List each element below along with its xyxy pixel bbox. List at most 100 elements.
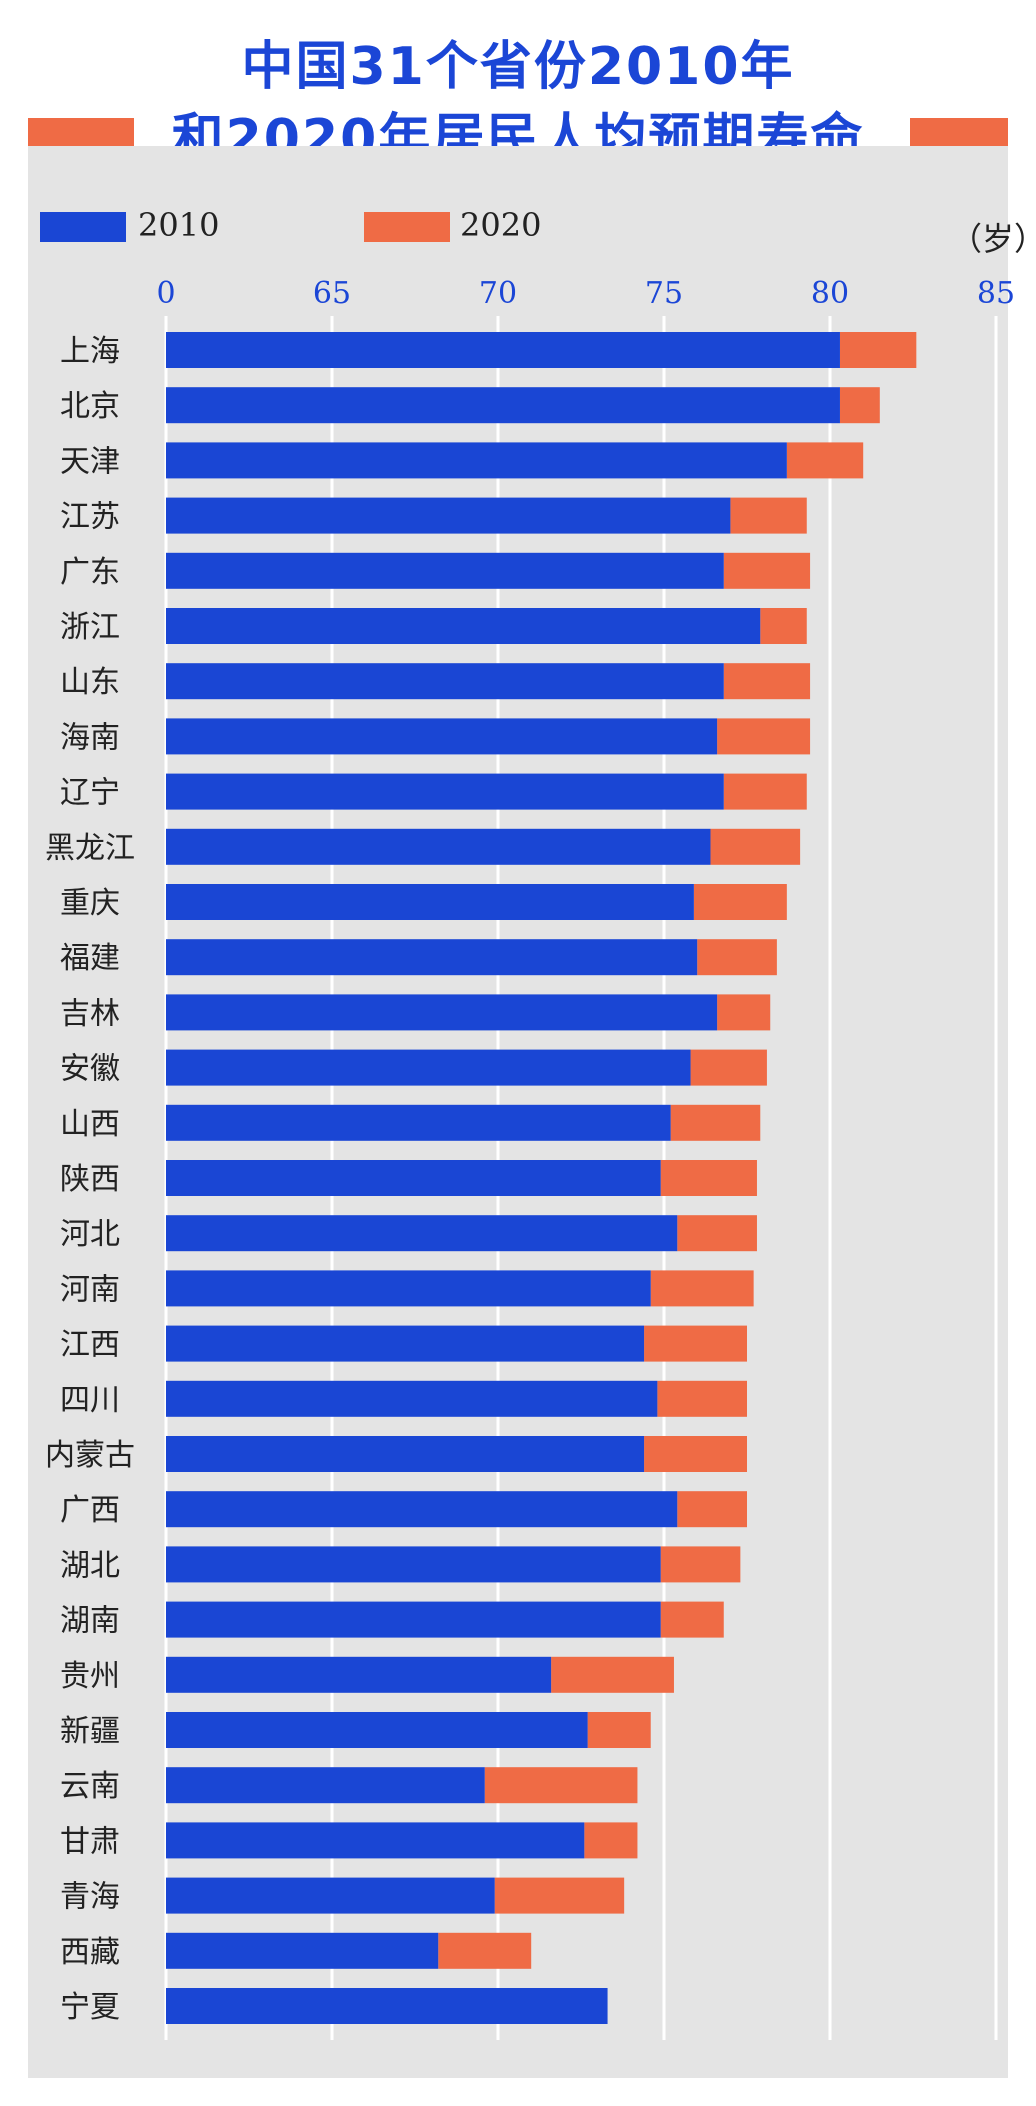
bar-2010-吉林: [166, 994, 718, 1031]
category-label-甘肃: 甘肃: [60, 1824, 120, 1859]
category-label-四川: 四川: [60, 1383, 120, 1418]
bar-2010-辽宁: [166, 773, 724, 810]
bar-2010-新疆: [166, 1712, 588, 1748]
category-label-内蒙古: 内蒙古: [45, 1438, 135, 1473]
bar-2020-安徽: [690, 1049, 767, 1086]
legend-swatch-2010: [40, 212, 126, 242]
bar-2010-陕西: [166, 1160, 661, 1196]
category-label-青海: 青海: [60, 1880, 120, 1915]
category-label-宁夏: 宁夏: [60, 1990, 120, 2025]
category-label-新疆: 新疆: [60, 1714, 120, 1749]
bar-2020-山西: [670, 1104, 761, 1141]
bar-2010-浙江: [166, 608, 761, 644]
bar-2020-广东: [723, 552, 811, 589]
bar-2020-河北: [677, 1215, 757, 1252]
bar-2010-湖南: [166, 1601, 661, 1638]
bar-2010-宁夏: [166, 1988, 608, 2024]
bar-2020-江西: [644, 1325, 747, 1362]
bar-2010-山西: [166, 1104, 671, 1141]
x-tick-label-0: 0: [156, 276, 175, 311]
category-label-北京: 北京: [60, 389, 120, 424]
category-label-重庆: 重庆: [60, 886, 120, 921]
bar-2020-新疆: [587, 1712, 651, 1748]
category-label-广西: 广西: [60, 1493, 120, 1528]
bar-2020-甘肃: [584, 1822, 638, 1859]
category-label-福建: 福建: [60, 941, 120, 976]
bar-2020-云南: [484, 1767, 638, 1804]
bar-2010-北京: [166, 387, 840, 424]
bar-2010-上海: [166, 332, 840, 368]
bar-2010-安徽: [166, 1049, 691, 1086]
bar-2010-青海: [166, 1877, 495, 1914]
x-tick-label-80: 80: [811, 276, 849, 311]
category-label-河北: 河北: [60, 1217, 120, 1252]
bar-2010-西藏: [166, 1932, 439, 1969]
bar-2010-江苏: [166, 497, 731, 534]
category-label-天津: 天津: [60, 444, 120, 479]
category-label-湖北: 湖北: [60, 1548, 120, 1583]
bar-2010-广东: [166, 552, 724, 589]
bar-2020-吉林: [717, 994, 771, 1031]
bar-2010-河南: [166, 1270, 651, 1307]
title-line-1: 中国31个省份2010年: [241, 37, 795, 97]
bar-2010-广西: [166, 1491, 678, 1528]
bar-2020-陕西: [660, 1160, 757, 1196]
bar-2010-重庆: [166, 884, 694, 920]
legend-swatch-2020: [364, 212, 450, 242]
bar-2010-山东: [166, 663, 724, 700]
category-label-云南: 云南: [60, 1769, 120, 1804]
bar-2010-内蒙古: [166, 1436, 645, 1472]
bar-2020-福建: [697, 939, 777, 976]
bar-2020-青海: [494, 1877, 625, 1914]
bar-2010-天津: [166, 442, 787, 479]
bar-2010-黑龙江: [166, 828, 711, 865]
bar-2020-河南: [650, 1270, 754, 1307]
bar-2010-江西: [166, 1325, 645, 1362]
bar-2020-湖北: [660, 1546, 741, 1583]
x-tick-label-85: 85: [977, 276, 1015, 311]
bar-2010-福建: [166, 939, 698, 976]
category-label-上海: 上海: [60, 334, 120, 369]
bar-2020-湖南: [660, 1601, 724, 1638]
category-label-西藏: 西藏: [60, 1935, 120, 1970]
category-label-山西: 山西: [60, 1107, 120, 1142]
category-label-辽宁: 辽宁: [60, 776, 120, 811]
bar-2020-江苏: [730, 497, 807, 534]
bar-2020-辽宁: [723, 773, 807, 810]
category-label-江苏: 江苏: [60, 500, 120, 535]
bar-2020-四川: [657, 1380, 747, 1417]
category-label-浙江: 浙江: [60, 610, 120, 645]
title-accent-left: [28, 118, 134, 146]
bar-2020-天津: [786, 442, 864, 479]
category-label-贵州: 贵州: [60, 1659, 120, 1694]
bar-2010-甘肃: [166, 1822, 585, 1859]
bar-2020-上海: [839, 332, 917, 368]
category-label-江西: 江西: [60, 1328, 120, 1363]
category-label-黑龙江: 黑龙江: [45, 831, 135, 866]
bar-2010-四川: [166, 1380, 658, 1417]
bar-2010-湖北: [166, 1546, 661, 1583]
x-tick-label-70: 70: [479, 276, 517, 311]
title-accent-right: [910, 118, 1008, 146]
bar-2020-贵州: [551, 1656, 674, 1693]
bar-2010-贵州: [166, 1656, 552, 1693]
category-label-海南: 海南: [60, 720, 120, 755]
bar-2020-海南: [717, 718, 811, 755]
category-label-陕西: 陕西: [60, 1162, 120, 1197]
legend-label-2010: 2010: [138, 206, 220, 244]
unit-label: （岁）: [950, 220, 1036, 258]
category-label-山东: 山东: [60, 665, 120, 700]
x-tick-label-65: 65: [313, 276, 351, 311]
category-label-吉林: 吉林: [60, 996, 120, 1031]
bar-2020-北京: [839, 387, 880, 424]
bar-2020-内蒙古: [644, 1436, 747, 1472]
bar-2020-山东: [723, 663, 811, 700]
x-tick-label-75: 75: [645, 276, 683, 311]
bar-2010-河北: [166, 1215, 678, 1252]
bar-2020-西藏: [438, 1932, 532, 1969]
bar-2020-浙江: [760, 608, 807, 644]
bar-2020-黑龙江: [710, 828, 801, 865]
bar-2020-重庆: [693, 884, 787, 920]
category-label-广东: 广东: [60, 555, 120, 590]
